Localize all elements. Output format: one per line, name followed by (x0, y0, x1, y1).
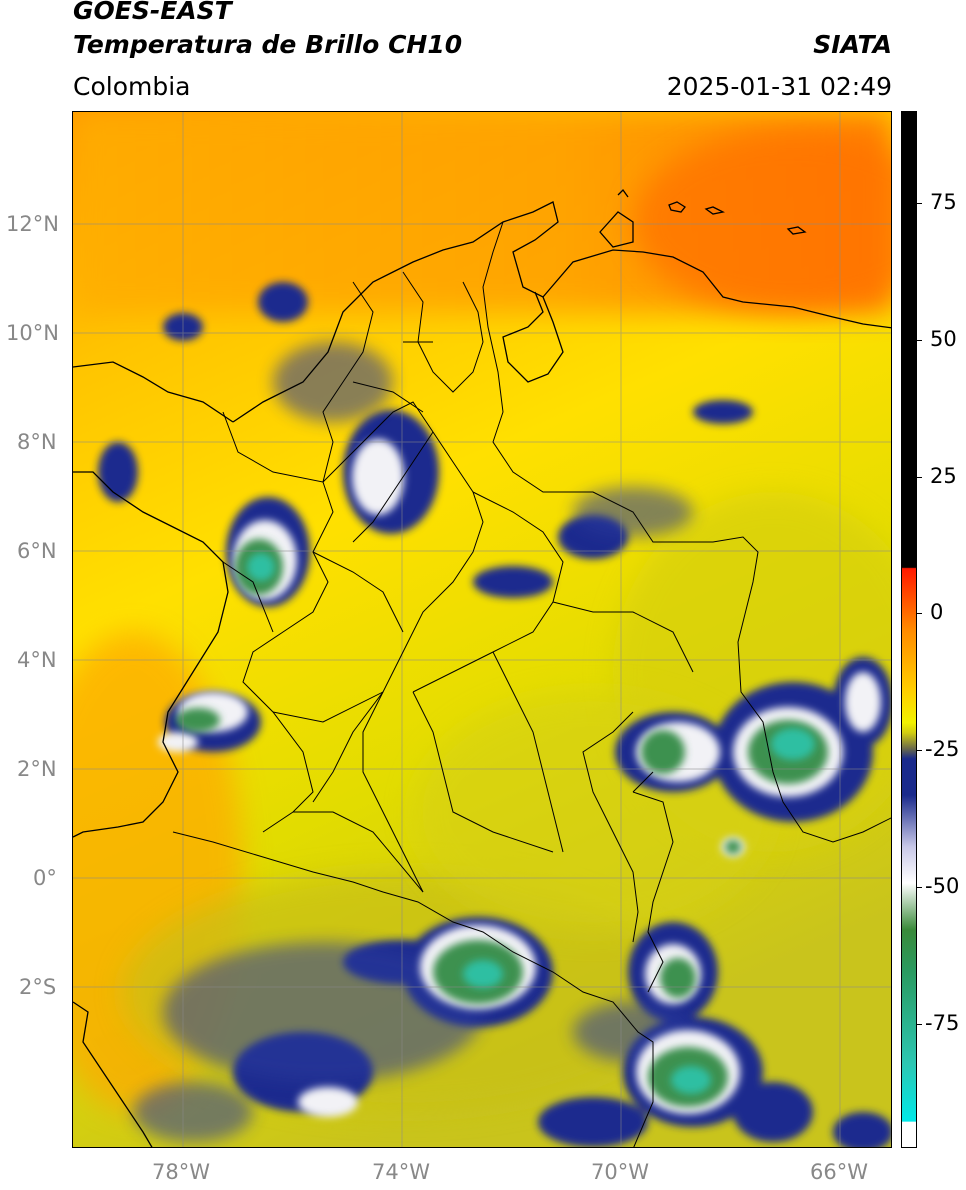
lon-label-70w: 70°W (591, 1160, 649, 1184)
colorbar (901, 111, 917, 1148)
colorbar-label-neg50: -50 (925, 874, 960, 898)
colorbar-tick (917, 750, 922, 751)
colorbar-label-25: 25 (930, 464, 957, 488)
colorbar-tick (917, 203, 922, 204)
colorbar-tick (917, 887, 922, 888)
lat-label-2s: 2°S (19, 975, 57, 999)
lon-label-74w: 74°W (372, 1160, 430, 1184)
lon-label-66w: 66°W (810, 1160, 868, 1184)
title-line1: GOES-EAST (73, 0, 232, 25)
lat-label-4n: 4°N (17, 648, 57, 672)
coastlines (73, 188, 891, 1147)
colorbar-label-0: 0 (930, 600, 944, 624)
agency-label: SIATA (813, 30, 892, 59)
colorbar-tick (917, 1024, 922, 1025)
colorbar-label-75: 75 (930, 190, 957, 214)
satellite-map (72, 111, 892, 1148)
colorbar-label-neg25: -25 (925, 737, 960, 761)
lat-label-6n: 6°N (17, 539, 57, 563)
colorbar-tick (917, 477, 922, 478)
lat-label-12n: 12°N (6, 212, 59, 236)
lat-label-2n: 2°N (17, 757, 57, 781)
colorbar-gradient (902, 112, 916, 1147)
colorbar-label-neg75: -75 (925, 1011, 960, 1035)
admin-borders (172, 221, 891, 1147)
colorbar-label-50: 50 (930, 327, 957, 351)
map-canvas (73, 112, 891, 1147)
title-line2: Temperatura de Brillo CH10 (73, 30, 463, 59)
gridlines (73, 112, 891, 1147)
lon-label-78w: 78°W (152, 1160, 210, 1184)
colorbar-tick (917, 613, 922, 614)
timestamp-label: 2025-01-31 02:49 (666, 72, 892, 101)
lat-label-8n: 8°N (17, 430, 57, 454)
lat-label-0: 0° (33, 866, 57, 890)
lat-label-10n: 10°N (6, 321, 59, 345)
colorbar-tick (917, 340, 922, 341)
region-label: Colombia (73, 72, 191, 101)
